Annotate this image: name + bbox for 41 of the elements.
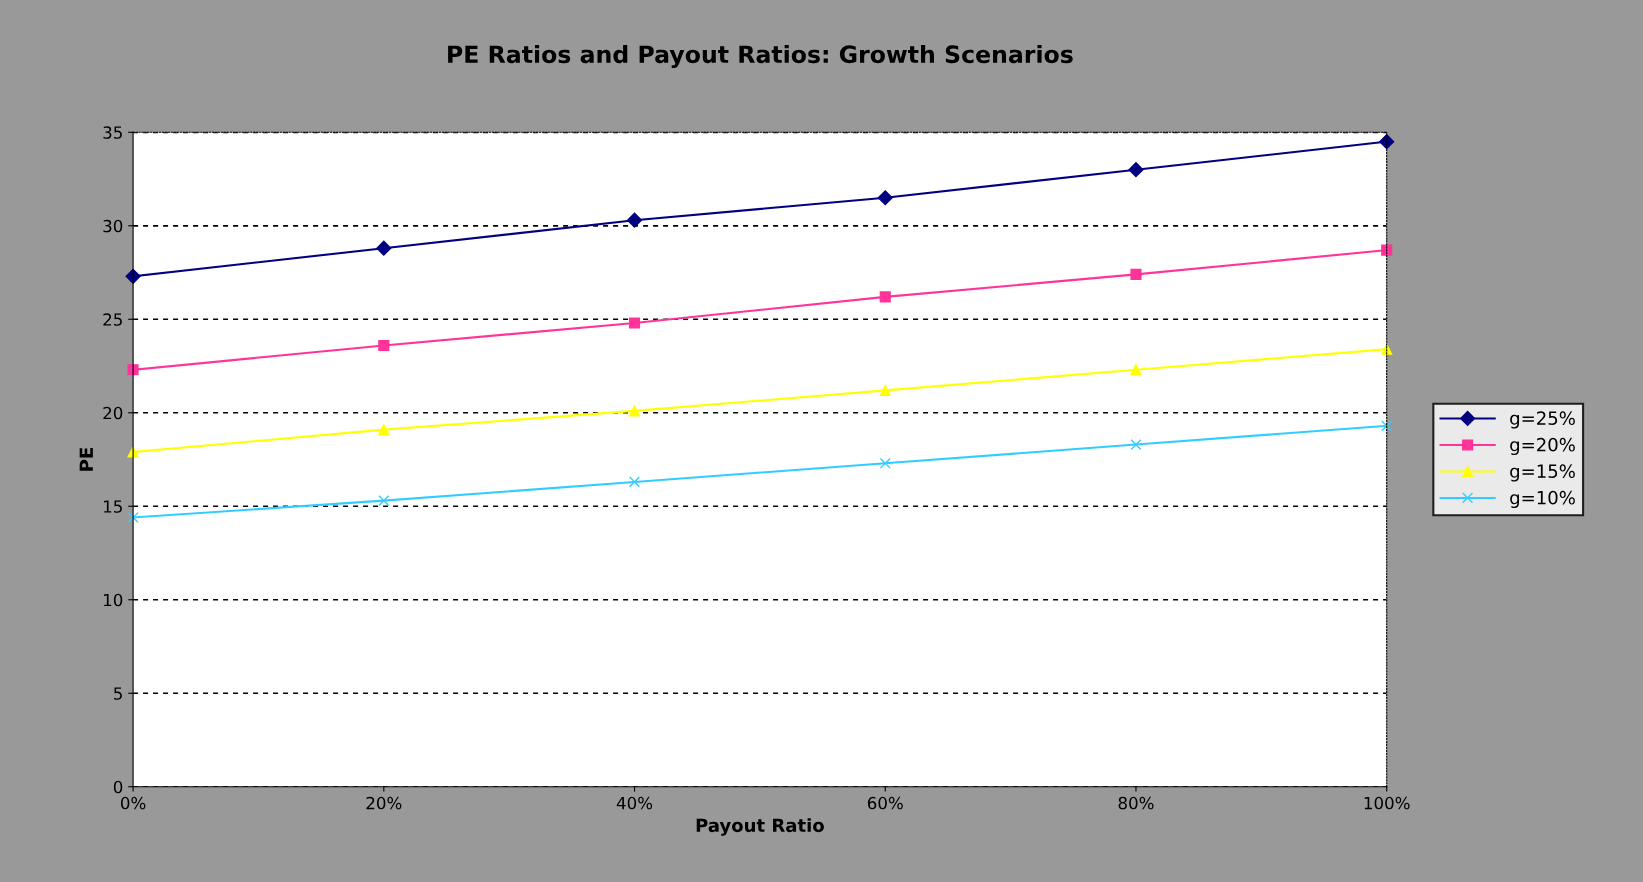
point xyxy=(1130,439,1142,451)
point xyxy=(628,476,641,488)
x-tick-label: 80% xyxy=(1118,796,1154,810)
y-tick-label: 30 xyxy=(103,219,123,233)
legend-label: g=20% xyxy=(1510,437,1575,456)
y-tick-label: 5 xyxy=(114,687,122,700)
chart-title: PE Ratios and Payout Ratios: Growth Scenarios xyxy=(448,44,1073,68)
x-axis-title: Payout Ratio xyxy=(696,818,824,836)
point xyxy=(376,240,392,256)
point xyxy=(1130,364,1142,376)
y-tick-label: 20 xyxy=(103,406,123,420)
y-tick-label: 25 xyxy=(103,313,122,326)
point xyxy=(628,317,641,329)
x-tick-label: 60% xyxy=(867,796,903,810)
point xyxy=(877,190,893,206)
point xyxy=(127,511,139,524)
x-tick-label: 100% xyxy=(1364,796,1410,810)
x-tick-label: 0% xyxy=(120,796,146,810)
point xyxy=(378,339,390,352)
point xyxy=(626,212,643,228)
y-tick-label: 0 xyxy=(113,780,123,794)
point xyxy=(1130,268,1142,280)
point xyxy=(1381,343,1393,355)
legend-label: g=10% xyxy=(1510,490,1575,509)
point xyxy=(879,457,891,469)
point xyxy=(1381,244,1393,256)
point xyxy=(1128,162,1144,178)
y-tick-label: 35 xyxy=(103,126,122,139)
point xyxy=(879,384,891,396)
legend-label: g=25% xyxy=(1510,411,1575,429)
x-tick-label: 40% xyxy=(616,796,653,810)
y-tick-label: 10 xyxy=(103,593,123,607)
point xyxy=(628,405,641,417)
point xyxy=(879,291,891,303)
x-tick-label: 20% xyxy=(366,796,402,810)
point xyxy=(1381,420,1393,432)
y-axis-title: PE xyxy=(79,448,93,471)
y-tick-label: 15 xyxy=(103,500,122,513)
point xyxy=(378,424,390,436)
point xyxy=(378,495,390,507)
legend-label: g=15% xyxy=(1510,464,1575,482)
